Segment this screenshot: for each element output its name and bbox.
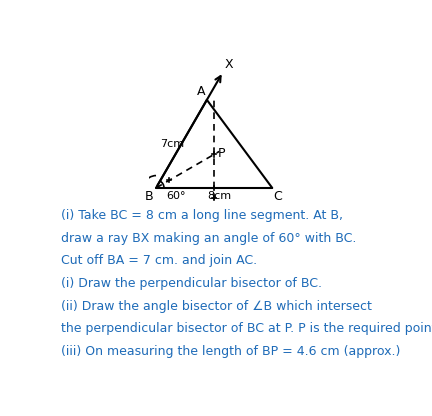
Text: 7cm: 7cm bbox=[160, 139, 184, 149]
Text: the perpendicular bisector of BC at P. P is the required point.: the perpendicular bisector of BC at P. P… bbox=[60, 322, 432, 335]
Text: 8cm: 8cm bbox=[207, 191, 231, 201]
Text: B: B bbox=[145, 190, 154, 203]
Text: C: C bbox=[274, 190, 283, 203]
Text: (i) Take BC = 8 cm a long line segment. At B,: (i) Take BC = 8 cm a long line segment. … bbox=[60, 209, 343, 222]
Text: (ii) Draw the angle bisector of ∠B which intersect: (ii) Draw the angle bisector of ∠B which… bbox=[60, 300, 372, 313]
Text: (iii) On measuring the length of BP = 4.6 cm (approx.): (iii) On measuring the length of BP = 4.… bbox=[60, 345, 400, 358]
Text: (i) Draw the perpendicular bisector of BC.: (i) Draw the perpendicular bisector of B… bbox=[60, 277, 322, 290]
Text: 60°: 60° bbox=[166, 191, 186, 201]
Text: A: A bbox=[197, 85, 206, 98]
Text: Cut off BA = 7 cm. and join AC.: Cut off BA = 7 cm. and join AC. bbox=[60, 255, 257, 267]
Text: X: X bbox=[224, 58, 233, 71]
Text: P: P bbox=[217, 147, 225, 160]
Text: draw a ray BX making an angle of 60° with BC.: draw a ray BX making an angle of 60° wit… bbox=[60, 232, 356, 245]
